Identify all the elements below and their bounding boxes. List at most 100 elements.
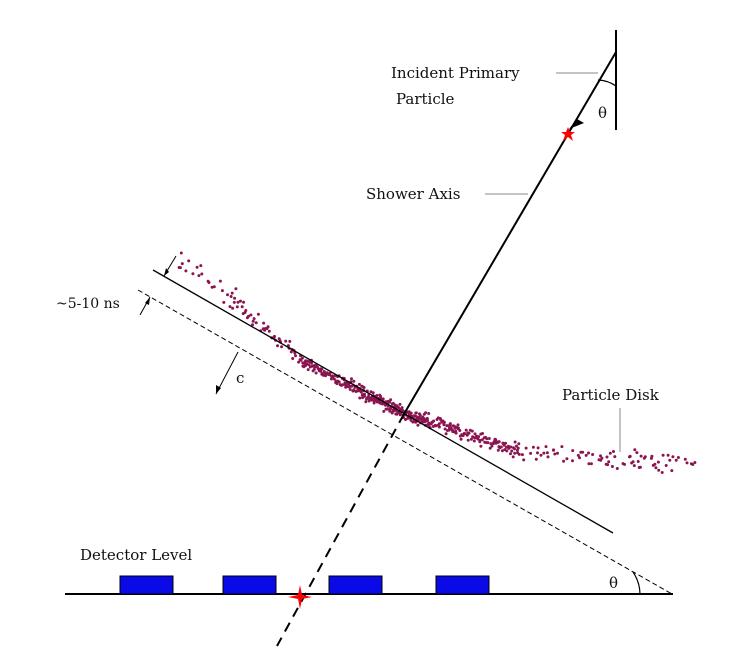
particle-dot xyxy=(267,329,271,333)
particle-dot xyxy=(230,291,234,295)
particle-dot xyxy=(363,394,367,398)
particle-dot xyxy=(306,368,310,372)
particle-dot xyxy=(513,447,516,451)
particle-dot xyxy=(509,452,512,456)
particle-dot xyxy=(251,319,255,323)
particle-dot xyxy=(195,265,199,269)
particle-dot xyxy=(321,372,324,375)
particle-dot xyxy=(187,259,191,263)
particle-dot xyxy=(497,440,501,444)
particle-dot xyxy=(262,321,266,325)
particle-dot xyxy=(437,425,441,429)
particle-dot xyxy=(613,455,617,459)
particle-dot xyxy=(685,461,689,465)
particle-dot xyxy=(350,377,353,381)
particle-dot xyxy=(276,344,279,348)
particle-dot xyxy=(289,350,293,354)
particle-dot xyxy=(235,305,239,309)
detector-level-label: Detector Level xyxy=(80,546,192,564)
particle-dot xyxy=(232,300,236,304)
particle-dot xyxy=(244,309,248,312)
particle-dot xyxy=(489,442,493,446)
particle-dot xyxy=(332,377,336,381)
shower-axis-line xyxy=(403,51,617,415)
detector-station xyxy=(435,575,490,595)
particle-dot xyxy=(320,367,324,371)
particle-dot xyxy=(432,419,436,423)
particle-dot xyxy=(515,444,518,448)
particle-dot xyxy=(600,456,604,460)
particle-dot xyxy=(357,382,361,386)
particle-dot xyxy=(517,452,521,456)
particle-dot xyxy=(254,321,258,325)
particle-dot xyxy=(231,306,235,310)
particle-dot xyxy=(448,422,452,426)
particle-dot xyxy=(252,317,256,321)
particle-dot xyxy=(288,339,292,343)
particle-dot xyxy=(608,451,612,455)
particle-dot xyxy=(671,455,675,459)
particle-dot xyxy=(464,428,468,432)
particle-dot xyxy=(478,438,482,442)
particle-dot xyxy=(414,411,418,415)
particle-dot xyxy=(486,441,490,445)
particle-dot xyxy=(337,380,341,384)
particle-dot xyxy=(670,469,674,473)
particle-dot xyxy=(247,314,250,318)
particle-dot xyxy=(416,423,420,427)
particle-dot xyxy=(589,462,593,466)
particle-dot xyxy=(358,396,362,400)
particle-dot xyxy=(388,409,392,413)
bottom-angle-label: θ xyxy=(609,574,618,592)
particle-dot xyxy=(367,399,371,403)
shower-axis-extension-dashed xyxy=(276,413,405,647)
detector-station xyxy=(119,575,174,595)
particle-dot xyxy=(470,429,474,433)
particle-dot xyxy=(522,458,526,462)
particle-dot xyxy=(240,305,244,309)
particle-dot xyxy=(635,451,639,455)
particle-dot xyxy=(524,446,528,450)
particle-dot xyxy=(565,457,569,461)
particle-dot xyxy=(212,285,216,289)
particle-dot xyxy=(299,358,303,362)
particle-dot xyxy=(409,411,413,415)
particle-dot xyxy=(605,455,609,459)
particle-dot xyxy=(481,432,484,435)
particle-dot xyxy=(536,446,540,450)
particle-dot xyxy=(545,451,549,455)
particle-dot xyxy=(335,382,339,386)
particle-dot xyxy=(233,296,237,300)
particle-dot xyxy=(513,451,517,455)
particle-dot xyxy=(229,295,233,298)
particle-dot xyxy=(560,445,564,449)
particle-dot xyxy=(371,391,375,395)
particle-dot xyxy=(584,453,588,457)
particle-dot xyxy=(496,448,500,452)
particle-dot xyxy=(552,448,555,452)
particle-dot xyxy=(179,251,183,255)
particle-dot xyxy=(520,453,524,457)
particle-dot xyxy=(578,456,581,460)
particle-dot xyxy=(505,449,509,453)
particle-dot xyxy=(457,426,460,430)
particle-dot xyxy=(398,402,402,406)
particle-dot xyxy=(591,453,595,456)
particle-dot xyxy=(632,464,636,468)
propagation-arrow-line xyxy=(215,351,239,395)
particle-dot xyxy=(660,471,664,474)
particle-dot xyxy=(623,462,626,466)
particle-dot xyxy=(251,323,254,327)
particle-dot xyxy=(473,432,477,436)
particle-dot xyxy=(504,441,507,445)
detector-station xyxy=(328,575,383,595)
particle-dot xyxy=(509,445,513,449)
particle-dot xyxy=(562,459,566,463)
particle-dot xyxy=(666,453,670,457)
particle-dot xyxy=(676,456,680,459)
particle-dot xyxy=(228,305,232,309)
particle-dot xyxy=(218,279,222,283)
particle-dot xyxy=(379,394,383,398)
